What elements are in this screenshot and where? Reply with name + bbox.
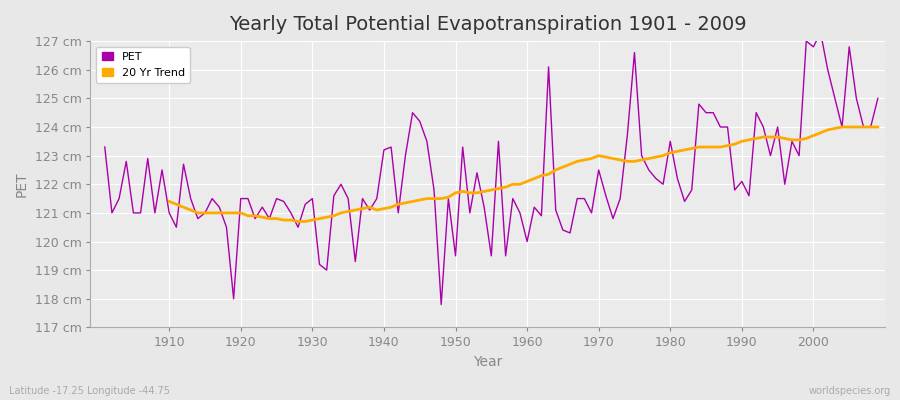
20 Yr Trend <box>872 125 883 130</box>
20 Yr Trend <box>536 173 547 178</box>
PET <box>815 30 826 35</box>
20 Yr Trend <box>307 218 318 222</box>
Text: Latitude -17.25 Longitude -44.75: Latitude -17.25 Longitude -44.75 <box>9 386 170 396</box>
X-axis label: Year: Year <box>473 355 502 369</box>
Line: PET: PET <box>104 32 878 304</box>
Line: 20 Yr Trend: 20 Yr Trend <box>169 127 878 222</box>
PET <box>529 205 540 210</box>
PET <box>872 96 883 101</box>
PET <box>615 196 626 201</box>
20 Yr Trend <box>851 125 862 130</box>
PET <box>357 196 368 201</box>
20 Yr Trend <box>593 153 604 158</box>
PET <box>436 302 446 307</box>
Text: worldspecies.org: worldspecies.org <box>809 386 891 396</box>
PET <box>314 262 325 267</box>
20 Yr Trend <box>292 219 303 224</box>
20 Yr Trend <box>837 125 848 130</box>
PET <box>157 168 167 172</box>
PET <box>99 145 110 150</box>
20 Yr Trend <box>164 199 175 204</box>
20 Yr Trend <box>336 210 346 215</box>
PET <box>522 239 533 244</box>
Legend: PET, 20 Yr Trend: PET, 20 Yr Trend <box>96 47 190 83</box>
20 Yr Trend <box>823 128 833 132</box>
Y-axis label: PET: PET <box>15 172 29 197</box>
Title: Yearly Total Potential Evapotranspiration 1901 - 2009: Yearly Total Potential Evapotranspiratio… <box>229 15 746 34</box>
